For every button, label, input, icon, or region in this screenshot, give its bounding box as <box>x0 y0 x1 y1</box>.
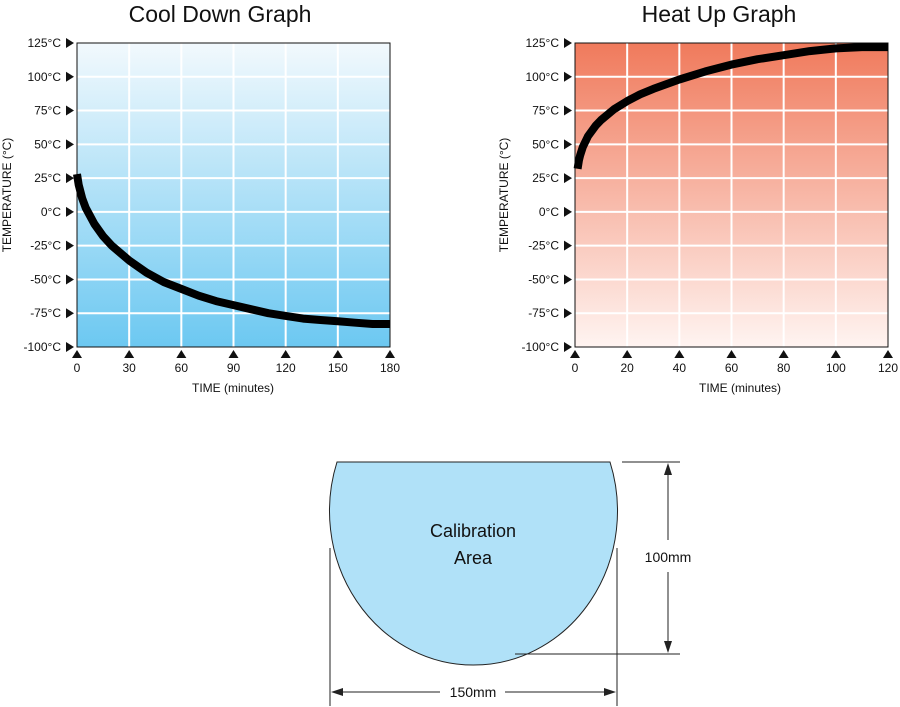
plot-frame <box>76 42 391 348</box>
x-tick-label: 180 <box>380 361 400 375</box>
x-tick-marker-icon <box>332 350 343 358</box>
y-tick-marker-icon <box>564 71 572 82</box>
x-tick-marker-icon <box>778 350 789 358</box>
calibration-area-shape <box>329 461 618 666</box>
chart-title: Cool Down Graph <box>129 1 312 27</box>
y-tick-label: 100°C <box>526 70 560 84</box>
y-tick-marker-icon <box>66 308 74 319</box>
x-tick-label: 80 <box>777 361 791 375</box>
plot-frame <box>574 42 889 348</box>
height-arrow-down-icon <box>664 641 672 653</box>
x-tick-label: 0 <box>74 361 81 375</box>
x-tick-marker-icon <box>883 350 893 358</box>
heat-up-chart: Heat Up Graph 125°C 100°C 75°C 50°C 25°C 0°C -… <box>497 1 898 395</box>
grid-lines <box>77 43 390 347</box>
y-tick-marker-icon <box>66 274 74 285</box>
y-tick-label: -25°C <box>30 239 61 253</box>
width-arrow-left-icon <box>331 688 343 696</box>
x-tick-label: 40 <box>673 361 687 375</box>
x-tick-marker-icon <box>72 350 82 358</box>
y-tick-marker-icon <box>66 38 74 48</box>
height-dimension-label: 100mm <box>645 549 692 565</box>
x-tick-marker-icon <box>726 350 737 358</box>
x-tick-marker-icon <box>228 350 239 358</box>
y-tick-label: 75°C <box>532 104 559 118</box>
y-tick-marker-icon <box>66 139 74 150</box>
y-tick-label: -75°C <box>30 306 61 320</box>
y-tick-marker-icon <box>66 342 74 352</box>
x-tick-marker-icon <box>385 350 395 358</box>
x-axis-ticks: 0 20 40 60 80 100 120 <box>570 350 898 375</box>
x-tick-marker-icon <box>176 350 187 358</box>
x-axis-label: TIME (minutes) <box>699 381 781 395</box>
x-tick-marker-icon <box>830 350 841 358</box>
y-tick-label: 50°C <box>34 137 61 151</box>
y-tick-marker-icon <box>564 274 572 285</box>
y-tick-marker-icon <box>564 240 572 251</box>
calibration-label-line2: Area <box>454 548 493 568</box>
y-tick-label: -50°C <box>528 272 559 286</box>
x-axis-label: TIME (minutes) <box>192 381 274 395</box>
y-tick-marker-icon <box>564 139 572 150</box>
y-tick-label: -50°C <box>30 272 61 286</box>
y-tick-marker-icon <box>66 105 74 116</box>
y-axis-ticks: 125°C 100°C 75°C 50°C 25°C 0°C -25°C -50°C -75°C… <box>24 36 74 354</box>
y-axis-ticks: 125°C 100°C 75°C 50°C 25°C 0°C -25°C -50°C -75°C… <box>522 36 572 354</box>
x-tick-marker-icon <box>622 350 633 358</box>
height-arrow-up-icon <box>664 463 672 475</box>
calibration-diagram: Calibration Area 100mm 150mm <box>329 461 692 706</box>
x-tick-label: 120 <box>878 361 898 375</box>
y-tick-label: -100°C <box>24 340 62 354</box>
x-tick-marker-icon <box>124 350 135 358</box>
x-axis-ticks: 0 30 60 90 120 150 180 <box>72 350 400 375</box>
y-tick-label: 25°C <box>532 171 559 185</box>
x-tick-marker-icon <box>280 350 291 358</box>
y-tick-marker-icon <box>564 105 572 116</box>
y-tick-marker-icon <box>66 71 74 82</box>
grid-lines <box>575 43 888 347</box>
width-arrow-right-icon <box>604 688 616 696</box>
y-tick-marker-icon <box>66 240 74 251</box>
y-tick-label: 25°C <box>34 171 61 185</box>
x-tick-label: 60 <box>175 361 189 375</box>
y-tick-marker-icon <box>66 173 74 184</box>
x-tick-label: 150 <box>328 361 348 375</box>
x-tick-label: 120 <box>276 361 296 375</box>
x-tick-marker-icon <box>674 350 685 358</box>
y-tick-marker-icon <box>66 206 74 217</box>
y-tick-marker-icon <box>564 38 572 48</box>
y-tick-label: 100°C <box>28 70 62 84</box>
x-tick-marker-icon <box>570 350 580 358</box>
y-tick-marker-icon <box>564 342 572 352</box>
width-dimension-label: 150mm <box>450 684 497 700</box>
y-tick-label: 125°C <box>28 36 62 50</box>
y-tick-label: 0°C <box>539 205 559 219</box>
y-axis-label: TEMPERATURE (°C) <box>497 138 511 253</box>
y-tick-label: 125°C <box>526 36 560 50</box>
y-tick-label: 75°C <box>34 104 61 118</box>
series-line <box>573 43 888 170</box>
y-tick-marker-icon <box>564 308 572 319</box>
x-tick-label: 60 <box>725 361 739 375</box>
x-tick-label: 20 <box>620 361 634 375</box>
y-tick-label: 0°C <box>41 205 61 219</box>
y-tick-label: -75°C <box>528 306 559 320</box>
calibration-label-line1: Calibration <box>430 521 516 541</box>
chart-title: Heat Up Graph <box>642 1 797 27</box>
cool-down-chart: Cool Down Graph 125°C 100°C 75°C 50°C 25°C 0°… <box>0 1 400 395</box>
y-tick-marker-icon <box>564 173 572 184</box>
y-tick-label: 50°C <box>532 137 559 151</box>
x-tick-label: 100 <box>826 361 846 375</box>
y-axis-label: TEMPERATURE (°C) <box>0 138 14 253</box>
x-tick-label: 90 <box>227 361 241 375</box>
x-tick-label: 30 <box>122 361 136 375</box>
y-tick-marker-icon <box>564 206 572 217</box>
y-tick-label: -100°C <box>522 340 560 354</box>
series-line <box>73 173 390 328</box>
x-tick-label: 0 <box>572 361 579 375</box>
y-tick-label: -25°C <box>528 239 559 253</box>
